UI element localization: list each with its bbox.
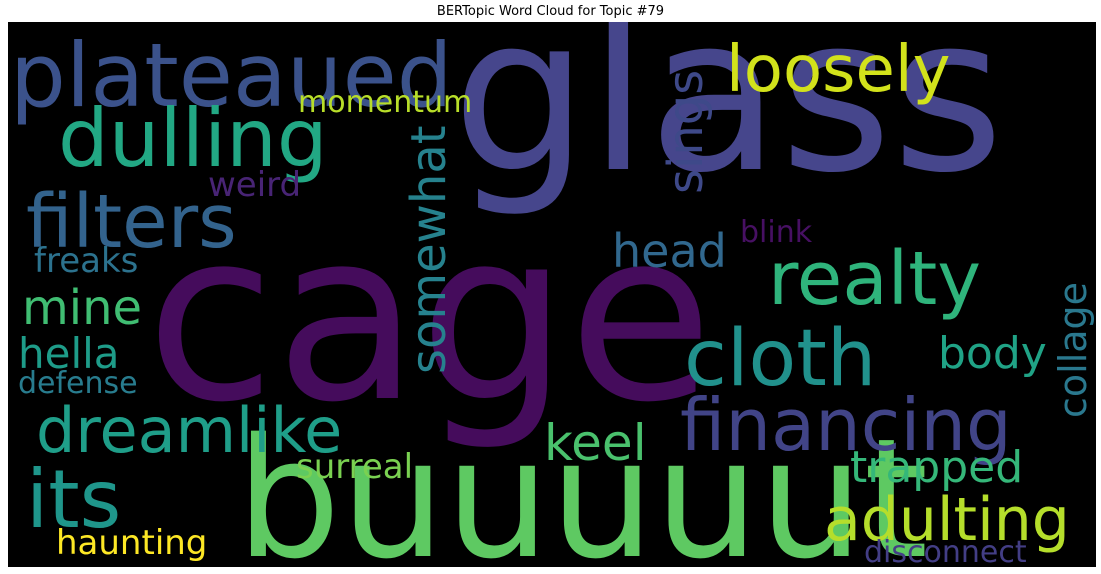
word-surreal: surreal	[296, 447, 414, 487]
word-disconnect: disconnect	[864, 535, 1027, 568]
word-momentum: momentum	[298, 85, 473, 120]
word-trapped: trapped	[850, 442, 1024, 493]
word-dreamlike: dreamlike	[36, 394, 343, 467]
word-plateaued: plateaued	[10, 24, 453, 127]
word-collage: collage	[1051, 281, 1095, 418]
word-hella: hella	[18, 329, 120, 378]
word-sings: sings	[658, 69, 714, 194]
word-weird: weird	[208, 165, 302, 205]
word-haunting: haunting	[56, 523, 208, 563]
word-cloth: cloth	[684, 314, 877, 404]
word-loosely: loosely	[726, 33, 951, 107]
word-cage: cage	[146, 181, 713, 454]
word-blink: blink	[740, 215, 813, 250]
word-body: body	[938, 328, 1047, 379]
word-mine: mine	[22, 280, 143, 336]
word-keel: keel	[544, 414, 647, 472]
word-glass: glass	[452, 22, 1004, 220]
word-financing: financing	[680, 383, 1012, 467]
word-somewhat: somewhat	[401, 125, 457, 374]
word-cloud-canvas: glass cage buuuuut plateaued dulling fil…	[8, 22, 1096, 567]
word-head: head	[612, 224, 727, 278]
word-freaks: freaks	[34, 241, 139, 281]
chart-title: BERTopic Word Cloud for Topic #79	[436, 4, 665, 19]
word-defense: defense	[18, 366, 138, 401]
word-its: its	[26, 453, 122, 546]
word-adulting: adulting	[824, 485, 1070, 555]
word-buuuuut: buuuuut	[236, 403, 929, 568]
word-filters: filters	[26, 179, 237, 265]
word-realty: realty	[768, 236, 982, 322]
word-dulling: dulling	[58, 92, 328, 185]
